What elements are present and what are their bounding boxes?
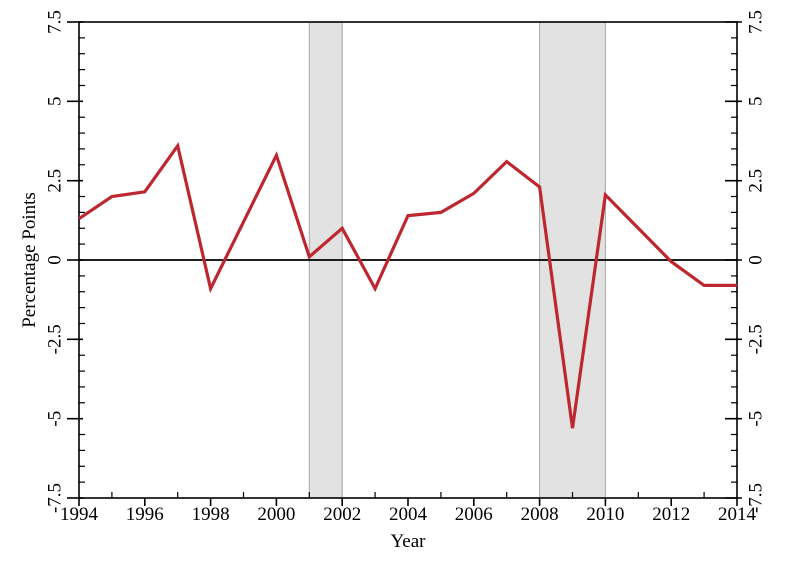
x-tick-label: 2000 [257, 504, 295, 525]
x-tick-label: 2002 [323, 504, 361, 525]
x-tick-label: 2012 [652, 504, 690, 525]
x-tick-label: 1996 [126, 504, 164, 525]
y-tick-label-left: -5 [44, 411, 65, 427]
y-axis-title: Percentage Points [19, 192, 40, 328]
y-tick-label-right: -2.5 [745, 324, 766, 354]
y-tick-label-left: 2.5 [44, 169, 65, 193]
x-tick-label: 2006 [455, 504, 493, 525]
y-tick-label-left: 0 [44, 255, 65, 265]
x-tick-label: 2004 [389, 504, 428, 525]
y-tick-label-left: 5 [44, 97, 65, 107]
x-axis-title: Year [390, 531, 426, 552]
y-tick-label-right: 0 [745, 255, 766, 265]
x-tick-label: 2010 [586, 504, 624, 525]
y-tick-label-left: -7.5 [44, 483, 65, 513]
y-tick-label-left: -2.5 [44, 324, 65, 354]
data-line [78, 141, 737, 429]
y-tick-label-right: 7.5 [745, 10, 766, 34]
y-tick-label-right: -5 [745, 411, 766, 427]
y-tick-label-right: 2.5 [745, 169, 766, 193]
y-tick-label-right: -7.5 [745, 483, 766, 513]
x-tick-label: 2014 [718, 504, 757, 525]
x-tick-label: 1998 [192, 504, 230, 525]
y-tick-label-left: 7.5 [44, 10, 65, 34]
x-tick-label: 1994 [60, 504, 99, 525]
x-tick-label: 2008 [521, 504, 559, 525]
y-tick-label-right: 5 [745, 97, 766, 107]
